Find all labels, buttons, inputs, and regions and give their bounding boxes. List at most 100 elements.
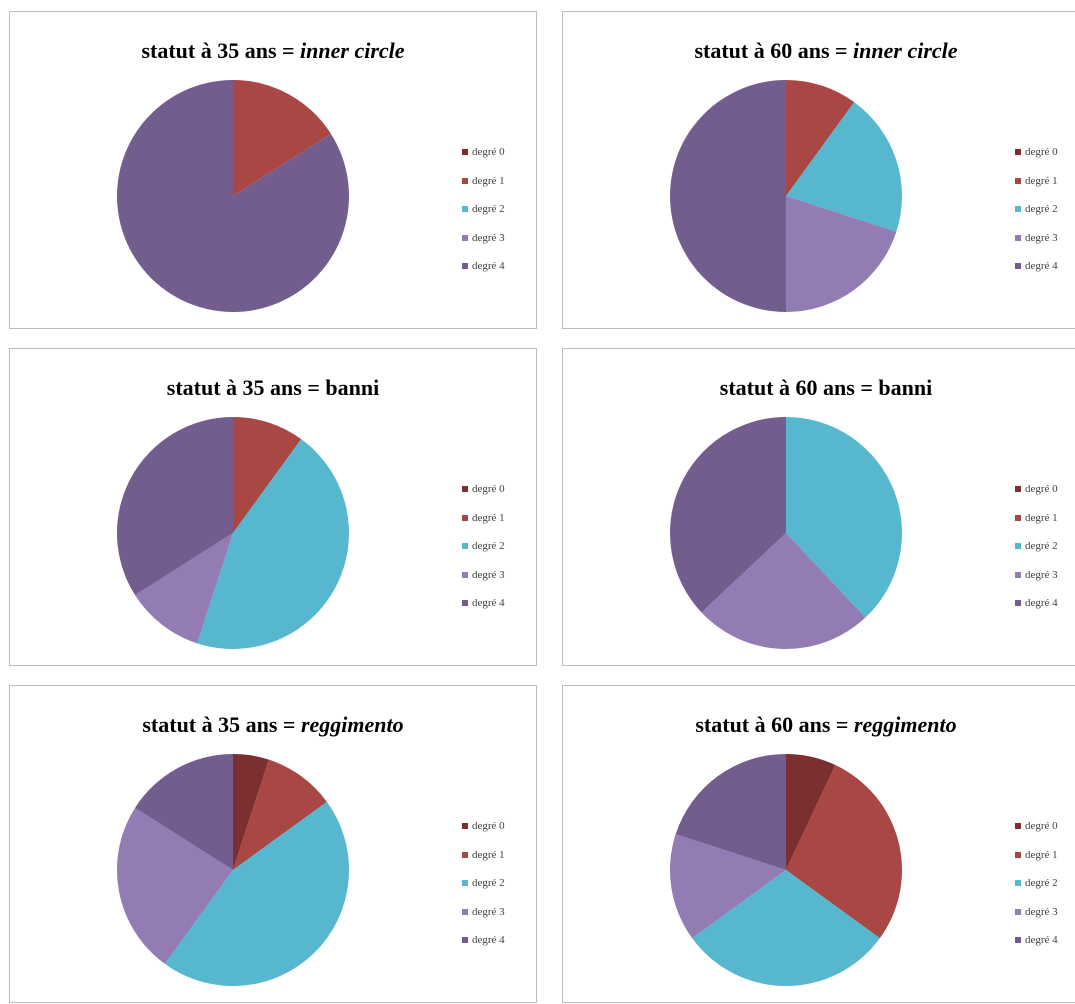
legend-label: degré 0	[472, 146, 505, 159]
pie-slice-degre-4	[116, 417, 233, 596]
legend-swatch	[462, 177, 468, 184]
legend-label: degré 2	[472, 540, 505, 553]
legend-item: degré 1	[1015, 841, 1058, 870]
chart-title-prefix: statut à 60 ans =	[719, 375, 879, 400]
pie-slice-degre-4	[135, 754, 233, 870]
pie-chart	[116, 754, 350, 987]
chart-title: statut à 60 ans = inner circle	[563, 38, 1075, 64]
pie-slice-degre-1	[233, 759, 327, 870]
legend-label: degré 1	[472, 511, 505, 524]
legend-label: degré 2	[472, 203, 505, 216]
legend-item: degré 3	[462, 898, 505, 927]
legend-swatch	[462, 486, 468, 493]
legend-label: degré 0	[1025, 483, 1058, 496]
legend-swatch	[462, 908, 468, 915]
legend-swatch	[1015, 937, 1021, 944]
legend-item: degré 0	[1015, 475, 1058, 504]
legend-item: degré 0	[1015, 812, 1058, 841]
legend-item: degré 1	[1015, 167, 1058, 196]
legend-label: degré 0	[472, 483, 505, 496]
legend-swatch	[1015, 234, 1021, 241]
legend-item: degré 4	[462, 926, 505, 955]
legend-item: degré 1	[1015, 504, 1058, 533]
chart-title: statut à 35 ans = reggimento	[10, 712, 536, 738]
legend-label: degré 1	[472, 174, 505, 187]
chart-panel: statut à 60 ans = banni degré 0 degré 1 deg…	[562, 348, 1075, 666]
legend-label: degré 2	[1025, 203, 1058, 216]
chart-title-suffix: reggimento	[300, 712, 404, 737]
chart-title: statut à 60 ans = banni	[563, 375, 1075, 401]
pie-slice-degre-4	[669, 417, 786, 613]
legend-item: degré 3	[462, 224, 505, 253]
legend-item: degré 0	[462, 138, 505, 167]
chart-title-suffix: inner circle	[300, 38, 405, 63]
legend-swatch	[1015, 908, 1021, 915]
pie-slice-degre-2	[786, 417, 903, 618]
chart-title: statut à 35 ans = inner circle	[10, 38, 536, 64]
legend-item: degré 4	[462, 589, 505, 618]
legend-swatch	[462, 149, 468, 156]
legend-label: degré 4	[472, 597, 505, 610]
chart-panel: statut à 35 ans = inner circle degré 0 deg…	[9, 11, 537, 329]
legend-label: degré 2	[1025, 540, 1058, 553]
chart-title-suffix: inner circle	[853, 38, 958, 63]
legend-label: degré 1	[1025, 511, 1058, 524]
legend-item: degré 2	[462, 532, 505, 561]
legend-item: degré 0	[1015, 138, 1058, 167]
legend-label: degré 2	[1025, 877, 1058, 890]
chart-title-suffix: banni	[325, 375, 380, 400]
legend-swatch	[1015, 823, 1021, 830]
legend-label: degré 4	[1025, 260, 1058, 273]
legend-label: degré 3	[1025, 568, 1058, 581]
chart-panel: statut à 35 ans = reggimento degré 0 degré…	[9, 685, 537, 1003]
chart-title: statut à 60 ans = reggimento	[563, 712, 1075, 738]
legend-item: degré 4	[1015, 252, 1058, 281]
legend-item: degré 1	[462, 167, 505, 196]
pie-chart	[116, 417, 350, 649]
chart-panel: statut à 60 ans = reggimento degré 0 degré…	[562, 685, 1075, 1003]
chart-title-prefix: statut à 60 ans =	[694, 38, 854, 63]
pie-slice-degre-2	[692, 870, 880, 987]
legend-swatch	[1015, 263, 1021, 270]
legend-label: degré 2	[472, 877, 505, 890]
legend-item: degré 3	[1015, 561, 1058, 590]
pie-slice-degre-2	[164, 801, 350, 987]
pie-slice-degre-4	[670, 80, 786, 312]
legend-label: degré 3	[1025, 905, 1058, 918]
chart-title-prefix: statut à 35 ans =	[166, 375, 326, 400]
legend-swatch	[462, 234, 468, 241]
legend-swatch	[462, 571, 468, 578]
pie-slice-degre-1	[786, 80, 855, 196]
chart-panel: statut à 35 ans = banni degré 0 degré 1 deg…	[9, 348, 537, 666]
pie-slice-degre-3	[786, 196, 897, 312]
pie-chart	[670, 80, 902, 312]
legend-swatch	[462, 600, 468, 607]
legend-item: degré 3	[1015, 898, 1058, 927]
legend-swatch	[462, 937, 468, 944]
legend-label: degré 0	[1025, 820, 1058, 833]
pie-chart	[669, 417, 903, 650]
legend-item: degré 0	[462, 812, 505, 841]
legend-swatch	[462, 851, 468, 858]
legend-swatch	[1015, 206, 1021, 213]
legend-label: degré 3	[1025, 231, 1058, 244]
chart-legend: degré 0 degré 1 degré 2 degré 3 degré 4	[462, 475, 505, 618]
legend-item: degré 3	[462, 561, 505, 590]
legend-label: degré 4	[1025, 597, 1058, 610]
legend-swatch	[462, 543, 468, 550]
legend-item: degré 2	[1015, 195, 1058, 224]
legend-label: degré 4	[472, 934, 505, 947]
legend-item: degré 3	[1015, 224, 1058, 253]
pie-slice-degre-3	[701, 533, 866, 650]
legend-swatch	[1015, 514, 1021, 521]
legend-label: degré 3	[472, 231, 505, 244]
pie-slice-degre-1	[786, 765, 903, 939]
legend-label: degré 0	[1025, 146, 1058, 159]
pie-slice-degre-2	[197, 439, 350, 649]
pie-slice-degre-0	[233, 754, 269, 870]
legend-item: degré 1	[462, 504, 505, 533]
legend-swatch	[1015, 543, 1021, 550]
legend-item: degré 2	[462, 869, 505, 898]
legend-swatch	[1015, 149, 1021, 156]
chart-panel: statut à 60 ans = inner circle degré 0 deg…	[562, 11, 1075, 329]
